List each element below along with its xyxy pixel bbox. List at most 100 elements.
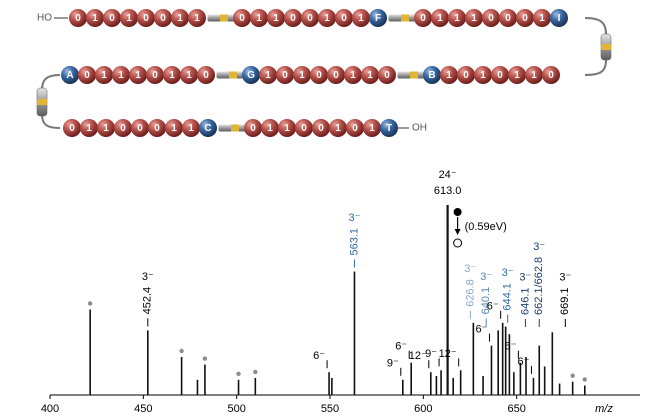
- peak-label: 646.1: [519, 287, 531, 315]
- bead-label: 1: [446, 70, 452, 81]
- peak-charge: 3⁻: [559, 271, 571, 283]
- peak-charge: 9⁻: [425, 348, 437, 360]
- peak-marker: [253, 369, 258, 375]
- bead-label: 1: [86, 123, 92, 134]
- bead: [78, 66, 96, 84]
- bead-label: 0: [333, 70, 339, 81]
- bead: [63, 119, 81, 137]
- bead: [457, 66, 475, 84]
- bead-label: 0: [463, 70, 469, 81]
- bead-label: 1: [135, 70, 141, 81]
- bead: [259, 66, 277, 84]
- bead-label: 0: [505, 13, 511, 24]
- bead: [114, 119, 132, 137]
- bead: [199, 119, 217, 137]
- neutral-marker: [453, 208, 462, 216]
- bead-label: T: [386, 123, 392, 134]
- linker-core: [401, 14, 409, 22]
- bead-label: 1: [335, 123, 341, 134]
- bead-label: 0: [301, 123, 307, 134]
- note: (0.59eV): [465, 221, 507, 233]
- bead: [95, 66, 113, 84]
- peak-charge: 3⁻: [502, 267, 514, 279]
- bead-label: 0: [307, 13, 313, 24]
- bead-label: 0: [239, 13, 245, 24]
- bead: [329, 119, 347, 137]
- peak-charge: 6⁻: [518, 356, 530, 368]
- x-tick-label: 450: [134, 403, 152, 415]
- bead: [276, 66, 294, 84]
- end-group: OH: [412, 123, 427, 134]
- bead: [533, 9, 551, 27]
- peak-charge: 6⁻: [395, 341, 407, 353]
- linker-core: [231, 124, 239, 132]
- bead-label: 1: [265, 70, 271, 81]
- bead: [301, 9, 319, 27]
- peak-charge: 3⁻: [348, 212, 360, 224]
- bead-label: 0: [522, 13, 528, 24]
- peak-charge: 12⁻: [409, 350, 427, 362]
- bead-label: 1: [186, 70, 192, 81]
- bead: [363, 119, 381, 137]
- bead-label: 1: [299, 70, 305, 81]
- bead: [380, 119, 398, 137]
- bead: [414, 9, 432, 27]
- bead-label: 1: [369, 123, 375, 134]
- neutral-marker: [453, 238, 463, 248]
- peak-marker: [87, 301, 93, 306]
- bead: [335, 9, 353, 27]
- bead-label: 1: [126, 13, 132, 24]
- bead-label: 1: [437, 13, 443, 24]
- spectrum: 400 450 500 550 600 650 m/z 452.4 3⁻ 563.1 3⁻ 24⁻ 61…: [41, 169, 640, 415]
- x-tick-label: 550: [321, 403, 339, 415]
- bead: [182, 119, 200, 137]
- bead: [474, 66, 492, 84]
- bead: [278, 119, 296, 137]
- bead-label: 0: [143, 13, 149, 24]
- bead-label: 1: [454, 13, 460, 24]
- peak-label: 613.0: [434, 185, 462, 197]
- bead-label: 0: [548, 70, 554, 81]
- bead: [188, 9, 206, 27]
- bead: [171, 9, 189, 27]
- bead: [293, 66, 311, 84]
- bead: [327, 66, 345, 84]
- bead: [146, 66, 164, 84]
- bead-label: I: [558, 13, 561, 24]
- bead-label: 0: [84, 70, 90, 81]
- bead-label: 0: [352, 123, 358, 134]
- bead-label: 1: [367, 70, 373, 81]
- bead: [346, 119, 364, 137]
- bead-label: 0: [120, 123, 126, 134]
- bead: [80, 119, 98, 137]
- x-tick-label: 500: [227, 403, 245, 415]
- bead-label: 0: [282, 70, 288, 81]
- bead-label: 0: [290, 13, 296, 24]
- bead: [516, 9, 534, 27]
- bead: [61, 66, 79, 84]
- bead-label: 0: [497, 70, 503, 81]
- bead-label: 1: [531, 70, 537, 81]
- linker-core: [229, 71, 237, 79]
- bead: [244, 119, 262, 137]
- bead-label: 1: [101, 70, 107, 81]
- bead: [378, 66, 396, 84]
- peak-label: 669.1: [559, 287, 571, 315]
- peak-marker: [202, 356, 208, 361]
- bead-label: 0: [75, 13, 81, 24]
- x-axis-label: m/z: [595, 403, 613, 415]
- peak-charge: 6⁻: [476, 324, 488, 336]
- start-group: HO: [37, 13, 52, 24]
- bead-label: 0: [154, 123, 160, 134]
- bead-label: 1: [256, 13, 262, 24]
- bead: [550, 9, 568, 27]
- bead-label: 1: [284, 123, 290, 134]
- bead-label: 0: [109, 13, 115, 24]
- bead-label: 1: [188, 123, 194, 134]
- bead: [491, 66, 509, 84]
- bead-label: 0: [160, 13, 166, 24]
- peak-label: 640.1: [480, 287, 492, 315]
- bead-label: 1: [358, 13, 364, 24]
- bead: [137, 9, 155, 27]
